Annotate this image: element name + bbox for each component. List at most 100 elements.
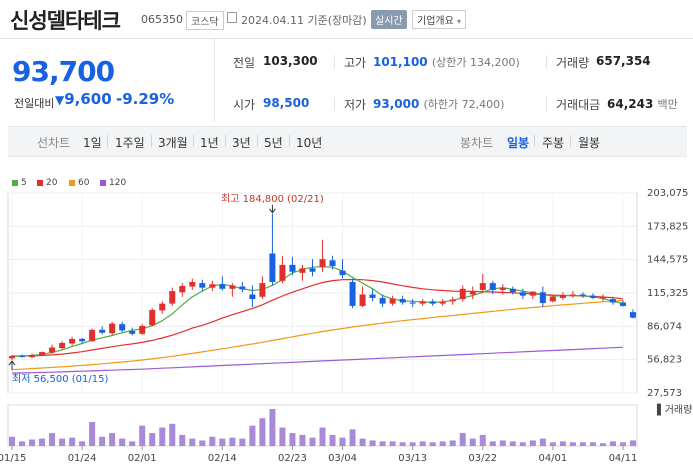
volume-bar [169, 423, 176, 446]
volume-bar [219, 438, 226, 446]
amount-label: 거래대금 [556, 98, 601, 112]
legend-ma60: 60 [69, 178, 89, 188]
range-3y[interactable]: 3년 [232, 136, 251, 150]
candle-body [569, 294, 576, 296]
change-value: ▼9,600 [55, 90, 112, 108]
volume-bar [229, 437, 236, 446]
volume-bar [559, 441, 566, 446]
candle-body [489, 283, 496, 290]
min-price-annotation: 최저 56,500 (01/15) [12, 373, 108, 385]
divider [546, 97, 547, 111]
divider [334, 55, 335, 69]
change-percent: -9.29% [116, 90, 175, 108]
volume-bar [349, 429, 356, 446]
volume-bar [249, 425, 256, 446]
chevron-down-icon: ▾ [457, 17, 462, 26]
volume-bar [409, 442, 416, 446]
volume-bar [109, 433, 116, 446]
volume-bar [259, 418, 266, 446]
candle-body [229, 285, 236, 289]
max-arrowhead-icon [269, 208, 276, 214]
volume-bar [159, 427, 166, 446]
candle-body [469, 291, 476, 295]
candle-body [589, 295, 596, 298]
volume-bar [79, 441, 86, 446]
candle-body [69, 338, 76, 344]
volume-bar [569, 442, 576, 446]
x-tick-label: 02/01 [128, 453, 157, 464]
range-1y[interactable]: 1년 [200, 136, 219, 150]
x-tick-label: 03/22 [468, 453, 497, 464]
period-monthly[interactable]: 월봉 [578, 136, 601, 150]
high-label: 고가 [344, 56, 367, 70]
calendar-icon [227, 12, 237, 23]
candle-body [409, 302, 416, 304]
stock-name: 신성델타테크 [10, 9, 121, 33]
volume-bar [199, 440, 206, 446]
line-chart-label[interactable]: 선차트 [37, 136, 71, 150]
divider [534, 135, 535, 147]
change-label: 전일대비 [14, 97, 55, 110]
volume-bar [479, 434, 486, 446]
max-price-annotation: 최고 184,800 (02/21) [221, 193, 324, 205]
volume-bar [439, 441, 446, 446]
candle-body [8, 356, 16, 359]
volume-bar [289, 433, 296, 446]
candle-body [89, 329, 96, 342]
volume-bar [99, 436, 106, 446]
volume-bar [519, 442, 526, 446]
period-weekly[interactable]: 주봉 [542, 136, 565, 150]
y-tick-label: 86,074 [647, 321, 682, 332]
range-5y[interactable]: 5년 [264, 136, 283, 150]
volume-bar [339, 437, 346, 446]
volume-bar [179, 434, 186, 446]
range-3m[interactable]: 3개월 [158, 136, 188, 150]
volume-bar [189, 438, 196, 446]
range-1d[interactable]: 1일 [83, 136, 102, 150]
candle-body [349, 281, 356, 306]
candle-body [189, 281, 196, 287]
range-10y[interactable]: 10년 [296, 136, 323, 150]
divider [225, 135, 226, 147]
volume-bar [629, 440, 637, 446]
volume-bar [239, 438, 246, 446]
prev-label: 전일 [233, 56, 256, 70]
period-daily[interactable]: 일봉 [507, 136, 530, 150]
low-value: 93,000 (하한가 72,400) [373, 97, 505, 111]
candle-body [399, 299, 406, 303]
candle-body [29, 354, 36, 358]
realtime-button[interactable]: 실시간 [371, 10, 407, 29]
candle-body [99, 329, 106, 333]
candle-body [579, 294, 586, 296]
volume-bar [619, 442, 626, 446]
volume-bar [509, 441, 516, 446]
legend-ma5: 5 [12, 178, 27, 188]
range-1w[interactable]: 1주일 [115, 136, 145, 150]
candle-body [109, 323, 116, 334]
stock-code: 065350 [141, 13, 183, 26]
legend-swatch [12, 179, 18, 186]
volume-bar [59, 438, 66, 446]
stock-header: 신성델타테크 065350 코스닥 2024.04.11 기준(장마감) 실시간… [0, 0, 693, 39]
volume-bar [19, 441, 26, 446]
candle-body [279, 264, 286, 281]
candle-chart-label[interactable]: 봉차트 [460, 136, 494, 150]
volume-bar [8, 436, 16, 446]
company-info-button[interactable]: 기업개요 ▾ [412, 10, 467, 29]
candle-body [209, 284, 216, 288]
candle-body [629, 312, 637, 318]
volume-bar [299, 434, 306, 446]
volume-bar [129, 441, 136, 446]
volume-bar [469, 438, 476, 446]
divider [257, 135, 258, 147]
open-label: 시가 [233, 98, 256, 112]
candle-body [219, 284, 226, 289]
volume-bar [499, 440, 506, 446]
candle-body [439, 301, 446, 304]
candle-body [239, 286, 246, 290]
amount-value: 64,243 백만 [607, 97, 678, 111]
candle-body [429, 301, 436, 304]
min-arrowhead-icon [8, 360, 16, 366]
volume-bar [389, 441, 396, 446]
